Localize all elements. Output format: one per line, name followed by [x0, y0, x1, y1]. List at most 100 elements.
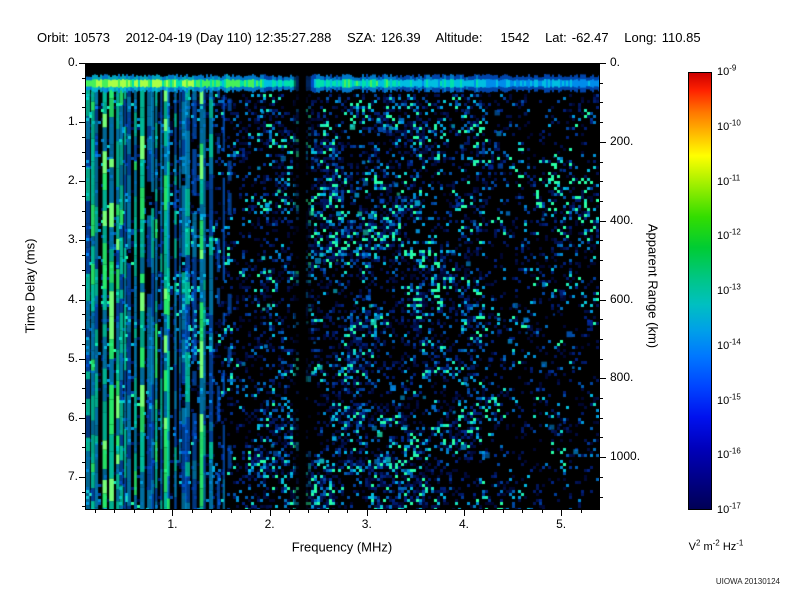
tick-mark [502, 510, 504, 513]
tick-mark [600, 161, 603, 163]
tick-mark [133, 510, 135, 513]
colorbar-tick-label: 10-13 [717, 282, 741, 297]
y-axis-left-title: Time Delay (ms) [22, 238, 38, 334]
sza-value: 126.39 [380, 30, 421, 45]
colorbar-tick-label: 10-11 [717, 172, 741, 188]
tick-mark [114, 510, 116, 513]
altitude-field: Altitude: 1542 [436, 30, 530, 45]
metadata-header: Orbit: 10573 2012-04-19 (Day 110) 12:35:2… [37, 30, 713, 45]
tick-label: 2. [67, 173, 78, 188]
colorbar-tick-label: 10-15 [717, 391, 741, 407]
y-axis-right-title: Apparent Range (km) [645, 223, 661, 349]
altitude-label: Altitude: [435, 30, 483, 45]
tick-mark [600, 260, 603, 262]
sza-label: SZA: [346, 30, 376, 45]
tick-mark [366, 510, 368, 516]
tick-mark [600, 141, 606, 143]
tick-mark [600, 417, 603, 419]
tick-mark [600, 338, 603, 340]
tick-mark [211, 510, 213, 513]
tick-mark [483, 510, 485, 513]
tick-label: 0. [67, 55, 78, 69]
tick-mark [444, 510, 446, 513]
tick-mark [600, 82, 603, 84]
tick-label: 5. [67, 350, 78, 365]
tick-mark [600, 476, 603, 478]
spectrogram-plot [85, 63, 600, 510]
tick-label: 4. [458, 517, 469, 531]
tick-mark [327, 510, 329, 513]
lat-field: Lat: -62.47 [545, 30, 609, 45]
tick-mark [600, 181, 603, 183]
orbit-field: Orbit: 10573 [37, 30, 110, 45]
tick-label: 2. [264, 517, 275, 531]
tick-label: 3. [361, 517, 372, 531]
sza-field: SZA: 126.39 [347, 30, 421, 45]
tick-mark [405, 510, 407, 513]
tick-mark [600, 63, 606, 64]
tick-label: 800. [610, 370, 634, 385]
tick-mark [600, 240, 603, 242]
tick-mark [191, 510, 193, 513]
tick-mark [600, 299, 606, 301]
colorbar-tick-label: 10-17 [717, 501, 741, 516]
tick-mark [600, 220, 606, 222]
tick-mark [600, 496, 603, 498]
colorbar-tick-label: 10-10 [717, 118, 741, 133]
tick-mark [308, 510, 310, 513]
tick-mark [94, 510, 96, 513]
tick-mark [541, 510, 543, 513]
lat-label: Lat: [545, 30, 567, 45]
watermark: UIOWA 20130124 [715, 577, 780, 586]
tick-mark [269, 510, 271, 516]
tick-mark [386, 510, 388, 513]
tick-mark [561, 510, 563, 516]
tick-mark [600, 319, 603, 321]
tick-mark [522, 510, 524, 513]
tick-mark [153, 510, 155, 513]
tick-mark [600, 200, 603, 202]
spectrogram-canvas [86, 64, 599, 509]
tick-label: 5. [556, 517, 567, 531]
tick-mark [600, 398, 603, 400]
tick-label: 200. [610, 133, 634, 148]
colorbar-tick-label: 10-12 [717, 227, 741, 243]
long-value: 110.85 [661, 30, 701, 45]
tick-mark [347, 510, 349, 513]
tick-mark [600, 102, 603, 104]
long-field: Long: 110.85 [624, 30, 700, 45]
tick-label: 6. [67, 409, 78, 424]
tick-mark [600, 457, 606, 459]
orbit-label: Orbit: [37, 30, 69, 45]
tick-label: 1. [167, 517, 178, 531]
tick-mark [250, 510, 252, 513]
tick-mark [230, 510, 232, 513]
tick-mark [425, 510, 427, 513]
tick-mark [580, 510, 582, 513]
x-axis-title: Frequency (MHz) [291, 539, 393, 555]
colorbar-tick-label: 10-14 [717, 337, 741, 352]
datetime-value: 2012-04-19 (Day 110) 12:35:27.288 [125, 30, 332, 45]
tick-label: 1000. [610, 449, 641, 464]
tick-mark [463, 510, 465, 516]
tick-label: 7. [67, 468, 78, 483]
colorbar [688, 72, 712, 510]
lat-value: -62.47 [571, 30, 609, 45]
tick-label: 1. [67, 114, 78, 129]
tick-mark [600, 122, 603, 124]
orbit-value: 10573 [73, 30, 110, 45]
colorbar-tick-label: 10-9 [717, 63, 737, 78]
tick-mark [600, 378, 606, 380]
colorbar-unit-label: V2 m-2 Hz-1 [688, 538, 744, 553]
tick-label: 4. [67, 291, 78, 306]
tick-mark [600, 358, 603, 360]
tick-mark [289, 510, 291, 513]
tick-mark [172, 510, 174, 516]
tick-label: 3. [67, 232, 78, 247]
long-label: Long: [624, 30, 657, 45]
tick-mark [600, 279, 603, 281]
colorbar-tick-label: 10-16 [717, 446, 741, 462]
tick-label: 0. [610, 55, 621, 69]
altitude-value: 1542 [500, 30, 530, 45]
